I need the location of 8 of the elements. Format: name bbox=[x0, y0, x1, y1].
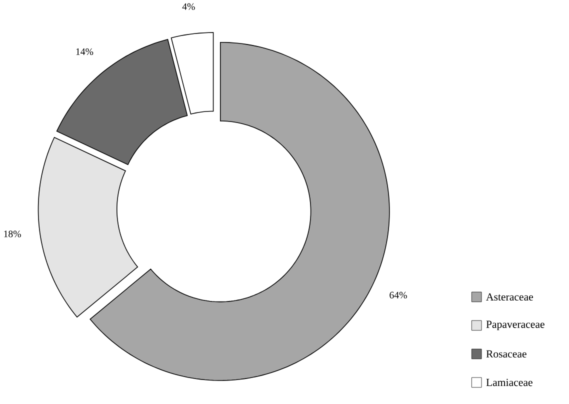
data-label: 64% bbox=[390, 292, 407, 298]
data-label: 4% bbox=[182, 3, 195, 10]
data-label: 14% bbox=[76, 48, 94, 55]
legend-label: Asteraceae bbox=[486, 293, 534, 301]
legend-label: Lamiaceae bbox=[486, 378, 532, 386]
legend-label: Rosaceae bbox=[486, 350, 526, 358]
legend-label: Papaveraceae bbox=[486, 320, 544, 330]
data-label: 18% bbox=[4, 230, 21, 238]
